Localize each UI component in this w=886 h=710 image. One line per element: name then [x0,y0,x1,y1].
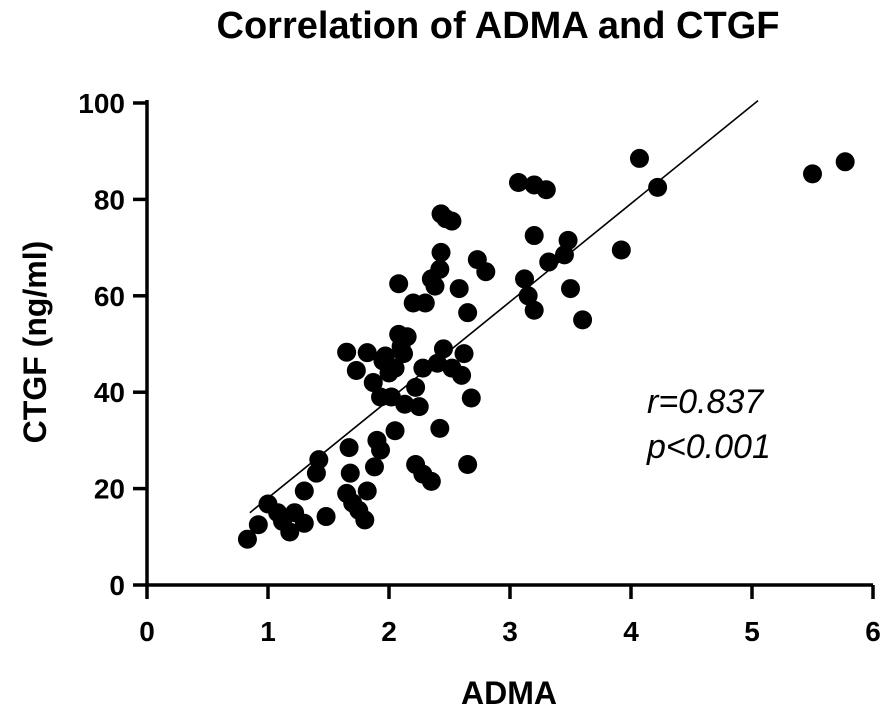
x-tick-label: 1 [260,616,276,647]
data-point [371,440,391,460]
y-tick-label: 60 [94,281,125,312]
x-tick-label: 0 [139,616,155,647]
data-point [294,481,314,501]
data-point [340,463,360,483]
x-tick-label: 4 [623,616,639,647]
data-point [346,361,366,381]
data-point [385,358,405,378]
regression-line [249,99,759,514]
data-point [554,245,574,265]
data-point [629,148,649,168]
data-point [430,418,450,438]
data-point [413,358,433,378]
data-point [337,342,357,362]
data-point [524,226,544,246]
data-point [611,240,631,260]
data-point [427,353,447,373]
data-point [449,279,469,299]
data-point [394,344,414,364]
data-point [406,377,426,397]
data-point [476,262,496,282]
axes [145,100,873,587]
data-point [415,293,435,313]
y-axis-label: CTGF (ng/ml) [17,241,53,444]
data-point [573,310,593,330]
data-points [237,148,855,549]
data-point [421,471,441,491]
p-value-annotation: p<0.001 [646,428,771,466]
x-tick-label: 6 [865,616,881,647]
data-point [803,164,822,184]
y-tick-label: 20 [94,474,125,505]
data-point [454,344,474,364]
correlation-r-annotation: r=0.837 [647,383,764,421]
data-point [452,365,472,385]
data-point [835,152,855,172]
x-axis-label: ADMA [461,675,557,710]
y-tick-label: 40 [94,377,125,408]
data-point [357,343,377,363]
data-point [248,515,268,535]
data-point [409,397,429,417]
data-point [357,481,377,501]
data-point [558,230,578,250]
data-point [458,455,478,474]
data-point [339,438,359,458]
chart-title: Correlation of ADMA and CTGF [217,5,780,47]
data-point [430,259,450,279]
data-point [458,303,478,323]
data-point [508,173,528,193]
data-point [363,373,383,393]
data-point [539,252,559,272]
data-point [425,276,445,296]
data-point [536,180,556,200]
data-point [433,339,453,359]
data-point [442,211,462,231]
data-point [524,300,544,320]
y-axis-ticks: 0 20 40 60 80 100 [78,88,147,601]
data-point [515,269,535,289]
data-point [385,421,405,441]
y-tick-label: 80 [94,184,125,215]
data-point [461,388,481,408]
data-point [389,274,409,294]
data-point [561,279,580,299]
data-point [648,177,668,197]
data-point [237,529,257,549]
data-point [518,286,538,306]
data-point [309,450,329,470]
x-tick-label: 2 [381,616,397,647]
data-point [431,242,451,262]
x-tick-label: 5 [744,616,760,647]
x-tick-label: 3 [502,616,518,647]
y-tick-label: 100 [78,88,125,119]
data-point [397,327,417,347]
data-point [316,507,336,527]
x-axis-ticks: 0 1 2 3 4 5 6 [139,585,881,647]
data-point [364,457,384,477]
data-point [355,510,375,530]
y-tick-label: 0 [109,570,125,601]
data-point [395,394,415,414]
data-point [280,522,300,542]
data-point [294,513,314,533]
